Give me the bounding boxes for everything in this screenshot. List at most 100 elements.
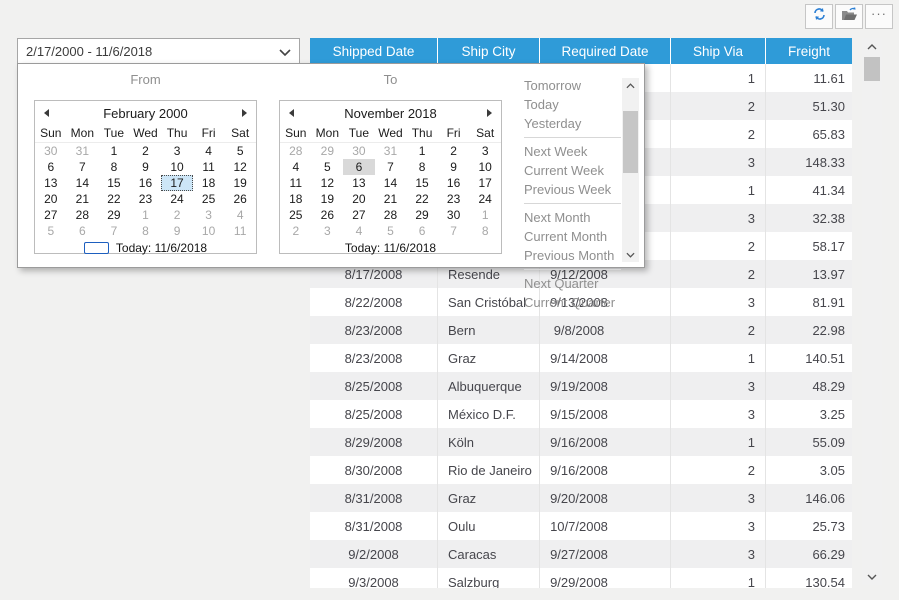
calendar-day[interactable]: 6 <box>47 160 55 174</box>
date-range-combobox[interactable]: 2/17/2000 - 11/6/2018 <box>17 38 300 64</box>
calendar-day[interactable]: 28 <box>75 208 90 222</box>
table-row[interactable]: 8/22/2008 San Cristóbal 9/13/2008 3 81.91 <box>310 288 852 316</box>
calendar-day[interactable]: 3 <box>481 144 489 158</box>
table-row[interactable]: 8/25/2008 Albuquerque 9/19/2008 3 48.29 <box>310 372 852 400</box>
column-header[interactable]: Shipped Date <box>310 38 438 64</box>
scrollbar-thumb[interactable] <box>623 111 638 173</box>
quick-option[interactable]: Previous Week <box>524 182 612 197</box>
calendar-day[interactable]: 14 <box>383 176 398 190</box>
calendar-day[interactable]: 5 <box>236 144 244 158</box>
calendar-day[interactable]: 25 <box>201 192 216 206</box>
calendar-day[interactable]: 17 <box>161 175 193 191</box>
calendar-day[interactable]: 11 <box>289 176 303 190</box>
calendar-day[interactable]: 10 <box>478 160 492 174</box>
calendar-day[interactable]: 3 <box>324 224 331 238</box>
calendar-day[interactable]: 16 <box>138 176 153 190</box>
calendar-day[interactable]: 22 <box>107 192 121 206</box>
scroll-down-icon[interactable] <box>622 247 639 262</box>
quick-option[interactable]: Current Week <box>524 163 604 178</box>
quick-option[interactable]: Current Quarter <box>524 295 616 310</box>
grid-vertical-scrollbar[interactable] <box>862 38 882 585</box>
calendar-day[interactable]: 9 <box>142 160 149 174</box>
calendar-day[interactable]: 6 <box>343 159 375 175</box>
quick-option[interactable]: Yesterday <box>524 116 582 131</box>
calendar-day[interactable]: 4 <box>355 224 363 238</box>
calendar-day[interactable]: 9 <box>173 224 181 238</box>
next-month-icon[interactable] <box>242 109 247 117</box>
quick-option[interactable]: Next Quarter <box>524 276 599 291</box>
calendar-day[interactable]: 2 <box>173 208 181 222</box>
table-row[interactable]: 8/23/2008 Graz 9/14/2008 1 140.51 <box>310 344 852 372</box>
calendar-day[interactable]: 21 <box>75 192 90 206</box>
quick-option[interactable]: Current Month <box>524 229 608 244</box>
calendar-day[interactable]: 13 <box>352 176 366 190</box>
calendar-day[interactable]: 7 <box>110 224 118 238</box>
more-options-button[interactable]: ··· <box>865 4 893 29</box>
calendar-day[interactable]: 7 <box>450 224 457 238</box>
calendar-day[interactable]: 10 <box>170 160 184 174</box>
calendar-day[interactable]: 28 <box>289 144 303 158</box>
calendar-day[interactable]: 6 <box>418 224 426 238</box>
scroll-up-icon[interactable] <box>862 38 882 55</box>
table-row[interactable]: 8/25/2008 México D.F. 9/15/2008 3 3.25 <box>310 400 852 428</box>
quick-option[interactable]: Today <box>524 97 559 112</box>
calendar-day[interactable]: 19 <box>320 192 335 206</box>
calendar-day[interactable]: 25 <box>289 208 303 222</box>
calendar-day[interactable]: 27 <box>352 208 366 222</box>
calendar-day[interactable]: 5 <box>387 224 394 238</box>
calendar-day[interactable]: 7 <box>79 160 86 174</box>
calendar-day[interactable]: 20 <box>352 192 366 206</box>
calendar-day[interactable]: 30 <box>44 144 58 158</box>
calendar-day[interactable]: 23 <box>446 192 461 206</box>
scroll-down-icon[interactable] <box>862 568 882 585</box>
calendar-day[interactable]: 15 <box>415 176 429 190</box>
calendar-day[interactable]: 19 <box>233 176 247 190</box>
calendar-day[interactable]: 2 <box>450 144 457 158</box>
calendar-day[interactable]: 6 <box>79 224 86 238</box>
calendar-day[interactable]: 30 <box>352 144 366 158</box>
calendar-day[interactable]: 3 <box>173 144 181 158</box>
calendar-day[interactable]: 12 <box>233 160 247 174</box>
calendar-day[interactable]: 1 <box>481 208 489 222</box>
calendar-day[interactable]: 28 <box>383 208 398 222</box>
scroll-up-icon[interactable] <box>622 78 639 93</box>
calendar-day[interactable]: 4 <box>236 208 244 222</box>
calendar-day[interactable]: 20 <box>44 192 58 206</box>
calendar-day[interactable]: 9 <box>450 160 457 174</box>
calendar-day[interactable]: 12 <box>320 176 335 190</box>
quick-option[interactable]: Next Week <box>524 144 588 159</box>
calendar-day[interactable]: 14 <box>75 176 90 190</box>
calendar-footer[interactable]: Today: 11/6/2018 <box>280 239 501 256</box>
table-row[interactable]: 8/31/2008 Graz 9/20/2008 3 146.06 <box>310 484 852 512</box>
calendar-day[interactable]: 18 <box>201 176 216 190</box>
calendar-day[interactable]: 29 <box>320 144 335 158</box>
quick-option[interactable]: Previous Month <box>524 248 615 263</box>
table-row[interactable]: 9/2/2008 Caracas 9/27/2008 3 66.29 <box>310 540 852 568</box>
calendar-day[interactable]: 4 <box>205 144 212 158</box>
calendar-day[interactable]: 17 <box>478 176 492 190</box>
calendar-day[interactable]: 11 <box>233 224 247 238</box>
calendar-day[interactable]: 8 <box>142 224 149 238</box>
calendar-day[interactable]: 15 <box>107 176 121 190</box>
calendar-day[interactable]: 16 <box>446 176 461 190</box>
quick-option[interactable]: Tomorrow <box>524 78 582 93</box>
calendar-day[interactable]: 8 <box>110 160 118 174</box>
prev-month-icon[interactable] <box>44 109 49 117</box>
table-row[interactable]: 8/31/2008 Oulu 10/7/2008 3 25.73 <box>310 512 852 540</box>
calendar-day[interactable]: 7 <box>387 160 394 174</box>
calendar-day[interactable]: 1 <box>142 208 149 222</box>
calendar-day[interactable]: 5 <box>324 160 331 174</box>
calendar-day[interactable]: 1 <box>418 144 426 158</box>
calendar-day[interactable]: 24 <box>478 192 492 206</box>
refresh-button[interactable] <box>805 4 833 29</box>
calendar-day[interactable]: 8 <box>481 224 489 238</box>
quick-option[interactable]: Next Month <box>524 210 591 225</box>
calendar-day[interactable]: 3 <box>205 208 212 222</box>
table-row[interactable]: 9/3/2008 Salzburg 9/29/2008 1 130.54 <box>310 568 852 588</box>
scrollbar-thumb[interactable] <box>864 57 880 81</box>
quick-list-scrollbar[interactable] <box>622 78 639 262</box>
next-month-icon[interactable] <box>487 109 492 117</box>
calendar-day[interactable]: 18 <box>289 192 303 206</box>
calendar-day[interactable]: 29 <box>107 208 121 222</box>
column-header[interactable]: Freight <box>766 38 852 64</box>
